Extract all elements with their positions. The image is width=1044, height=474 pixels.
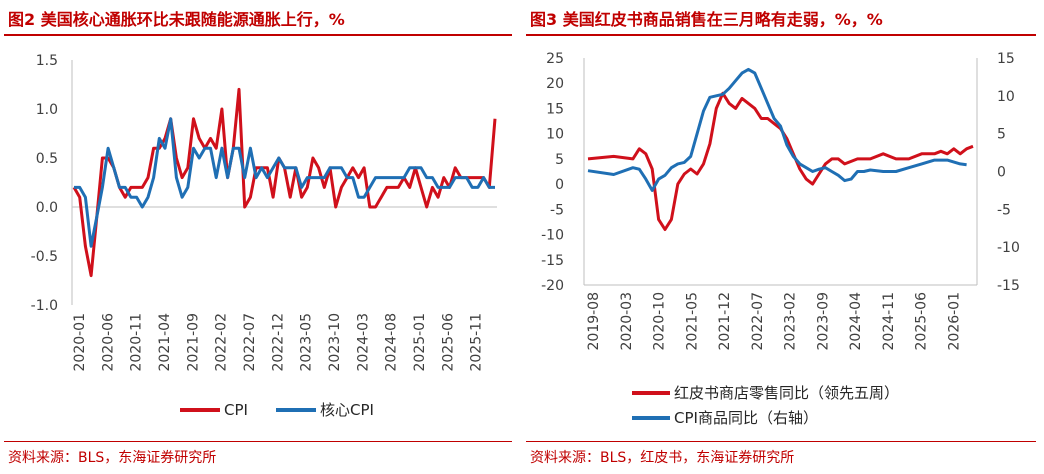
x-tick-label: 2020-03 [619,292,635,351]
y-tick-label: -1.0 [31,298,58,314]
y-tick-label: 1.5 [36,53,58,69]
legend-label-redbook-retail: 红皮书商店零售同比（领先五周） [674,384,899,402]
right-y-tick-label: -5 [997,202,1011,218]
x-tick-label: 2026-01 [946,292,962,351]
left-y-tick-label: 25 [546,51,564,67]
right-y-tick-label: 10 [997,89,1015,105]
y-tick-label: 1.0 [36,102,58,118]
x-tick-label: 2020-11 [129,313,145,372]
x-tick-label: 2021-04 [157,313,173,372]
x-tick-label: 2025-01 [412,313,428,372]
right-chart-panel: 图3 美国红皮书商品销售在三月略有走弱，%，% 25 20 15 10 5 0 -5 -10 -… [522,0,1044,474]
left-y-tick-label: 15 [546,101,564,117]
right-y-tick-label: 0 [997,165,1006,181]
x-tick-label: 2023-02 [783,292,799,351]
left-y-tick-label: -5 [550,202,564,218]
left-y-tick-label: 0 [555,177,564,193]
x-tick-label: 2025-06 [440,313,456,372]
left-y-tick-label: -15 [541,253,564,269]
x-tick-label: 2024-04 [848,292,864,351]
x-tick-label: 2022-07 [242,313,258,372]
left-line-chart: 1.5 1.0 0.5 0.0 -0.5 -1.0 2020-01 2020-06 2020-1… [31,53,497,419]
right-title-divider [526,34,1036,36]
x-tick-label: 2025-11 [469,313,485,372]
right-line-chart: 25 20 15 10 5 0 -5 -10 -15 -20 15 10 5 0 -5 -10 -15 2019-… [541,51,1020,427]
left-y-tick-label: 20 [546,76,564,92]
right-y-tick-label: -10 [997,240,1020,256]
x-tick-label: 2023-09 [815,292,831,351]
y-tick-label: 0.0 [36,200,58,216]
right-y-tick-label: 15 [997,51,1015,67]
y-tick-label: 0.5 [36,151,58,167]
right-y-tick-label: -15 [997,278,1020,294]
legend-label-cpi: CPI [224,401,248,419]
y-tick-label: -0.5 [31,249,58,265]
legend-label-cpi-goods: CPI商品同比（右轴） [674,409,818,427]
left-y-tick-label: 5 [555,152,564,168]
left-chart-source: 资料来源：BLS，东海证券研究所 [8,450,217,466]
x-tick-label: 2022-12 [270,313,286,372]
left-y-tick-label: 10 [546,127,564,143]
x-tick-label: 2021-05 [684,292,700,351]
right-chart-title: 图3 美国红皮书商品销售在三月略有走弱，%，% [530,10,883,29]
x-tick-label: 2023-10 [327,313,343,372]
left-chart-title: 图2 美国核心通胀环比未跟随能源通胀上行，% [8,10,345,29]
x-tick-label: 2019-08 [586,292,602,351]
x-tick-label: 2024-11 [881,292,897,351]
x-tick-label: 2020-06 [100,313,116,372]
series-line-cpi [72,87,497,278]
left-y-tick-label: -10 [541,228,564,244]
right-y-tick-label: 5 [997,127,1006,143]
x-tick-label: 2021-12 [717,292,733,351]
x-tick-label: 2020-10 [652,292,668,351]
x-tick-label: 2025-06 [914,292,930,351]
x-tick-label: 2022-02 [214,313,230,372]
left-title-divider [4,34,512,36]
x-tick-label: 2021-09 [185,313,201,372]
x-tick-label: 2020-01 [72,313,88,372]
left-bottom-divider [4,441,512,442]
right-chart-source: 资料来源：BLS，红皮书，东海证券研究所 [530,450,795,466]
right-bottom-divider [526,441,1036,442]
x-tick-label: 2023-05 [299,313,315,372]
series-line-redbook-retail [587,91,974,231]
left-chart-panel: 图2 美国核心通胀环比未跟随能源通胀上行，% 1.5 1.0 0.5 0.0 -0.5 -… [0,0,520,474]
series-line-cpi-goods [587,67,967,192]
series-line-core-cpi [74,117,495,248]
x-tick-label: 2024-03 [355,313,371,372]
left-y-tick-label: -20 [541,278,564,294]
x-tick-label: 2022-07 [750,292,766,351]
legend-label-core-cpi: 核心CPI [320,401,374,419]
x-tick-label: 2024-08 [384,313,400,372]
